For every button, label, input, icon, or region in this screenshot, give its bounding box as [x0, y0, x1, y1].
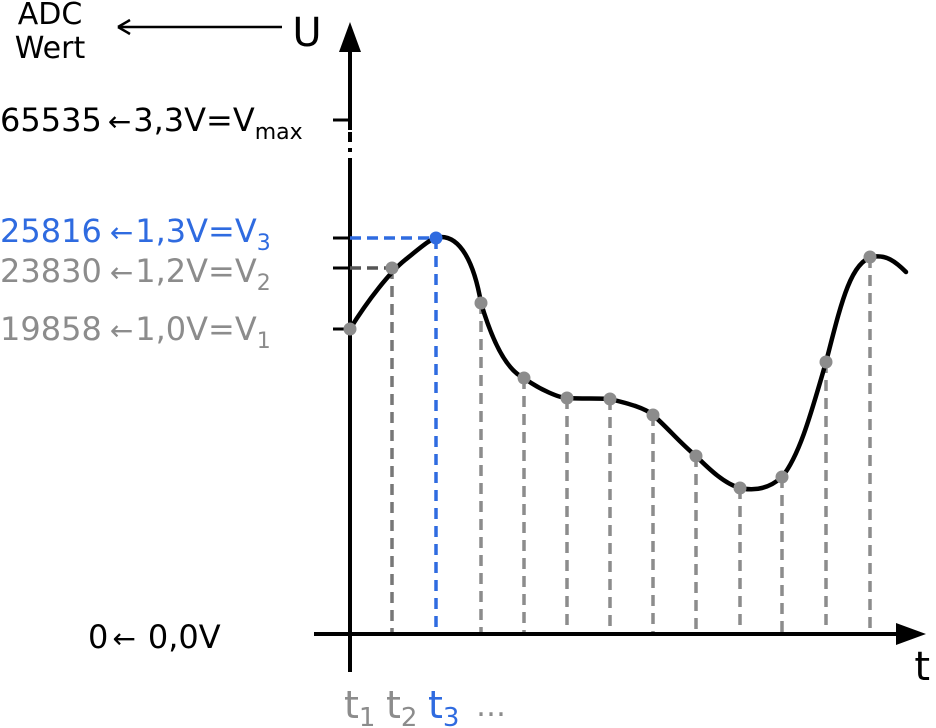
- sample-point-10: [733, 481, 747, 495]
- sample-point-2: [385, 261, 399, 275]
- level-v2-label: 23830 ←1,2V=V2: [0, 252, 271, 296]
- level-v3-label: 25816 ←1,3V=V3: [0, 212, 271, 256]
- axes: [314, 22, 926, 672]
- level-zero-label: 0 ← 0,0V: [88, 618, 221, 656]
- sample-point-11: [775, 470, 789, 484]
- sample-point-12: [819, 355, 833, 369]
- sample-point-4: [474, 296, 488, 310]
- sample-point-7: [603, 392, 617, 406]
- time-label-t1: t1: [344, 683, 375, 728]
- level-labels: 65535 ←3,3V=Vmax 25816 ←1,3V=V3 23830 ←1,2V…: [0, 101, 303, 656]
- x-axis-arrowhead: [896, 623, 926, 645]
- time-label-t2: t2: [386, 683, 417, 728]
- level-v1-label: 19858 ←1,0V=V1: [0, 310, 271, 354]
- adc-label-line2: Wert: [15, 31, 86, 66]
- time-ellipsis: …: [476, 689, 506, 724]
- sample-point-8: [646, 408, 660, 422]
- sample-point-6: [560, 391, 574, 405]
- y-axis-label: U: [292, 10, 321, 56]
- sample-point-5: [517, 371, 531, 385]
- sample-lines: [348, 238, 872, 634]
- time-labels: t1 t2 t3 …: [344, 683, 506, 728]
- adc-label-line1: ADC: [18, 0, 83, 32]
- sample-point-13: [863, 250, 877, 264]
- x-axis-label: t: [914, 644, 930, 690]
- adc-arrowhead: [117, 18, 131, 36]
- y-axis-arrowhead: [339, 22, 361, 52]
- sample-points: [343, 231, 877, 495]
- sample-point-3: [429, 231, 443, 245]
- time-label-t3: t3: [428, 683, 459, 728]
- level-max-label: 65535 ←3,3V=Vmax: [0, 101, 303, 145]
- sample-point-1: [343, 322, 357, 336]
- sample-point-9: [689, 449, 703, 463]
